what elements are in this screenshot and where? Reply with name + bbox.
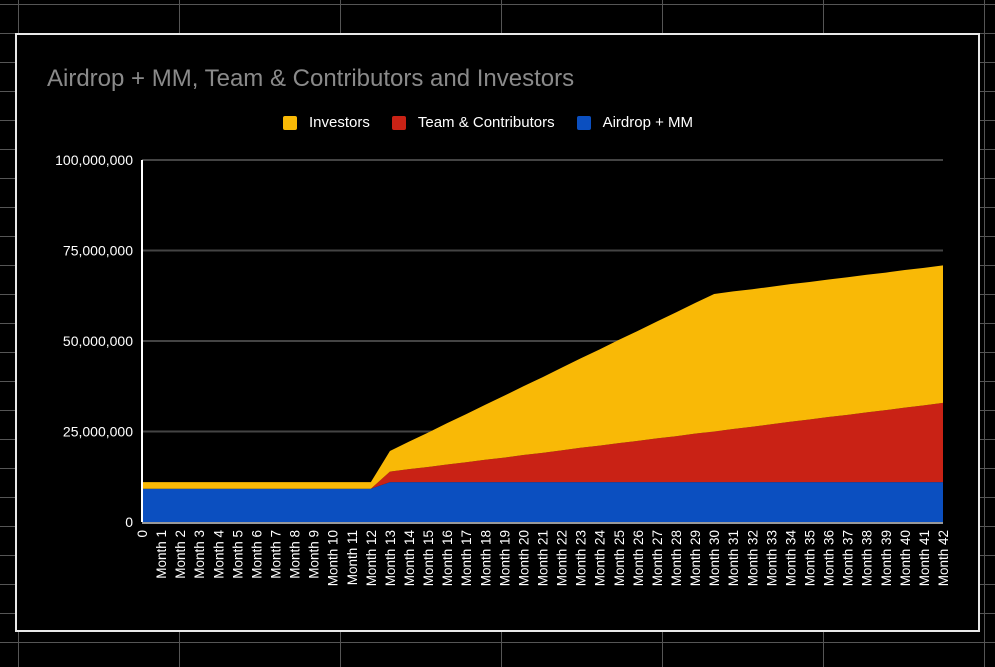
- y-tick-label: 25,000,000: [63, 424, 133, 440]
- x-tick-label: Month 31: [726, 530, 741, 586]
- legend-swatch-airdrop: [576, 115, 591, 130]
- x-tick-label: Month 32: [745, 530, 760, 586]
- x-tick-label: Month 38: [860, 530, 875, 586]
- x-tick-label: Month 37: [841, 530, 856, 586]
- x-tick-label: Month 11: [345, 530, 360, 585]
- legend: Investors Team & Contributors Airdrop + …: [283, 114, 715, 131]
- x-tick-label: Month 40: [898, 530, 913, 586]
- legend-label-airdrop: Airdrop + MM: [602, 114, 694, 131]
- x-tick-label: Month 21: [536, 530, 551, 586]
- y-tick-label: 100,000,000: [55, 152, 133, 168]
- x-tick-label: Month 17: [459, 530, 474, 586]
- x-tick-label: Month 7: [269, 530, 284, 579]
- x-tick-label: Month 33: [764, 530, 779, 586]
- x-tick-label: Month 14: [402, 530, 417, 587]
- x-tick-label: Month 8: [288, 530, 303, 579]
- y-tick-label: 75,000,000: [63, 243, 133, 259]
- x-tick-label: Month 3: [192, 530, 207, 579]
- x-tick-label: Month 42: [936, 530, 951, 586]
- x-tick-label: Month 19: [497, 530, 512, 586]
- x-tick-label: Month 15: [421, 530, 436, 586]
- chart-title: Airdrop + MM, Team & Contributors and In…: [47, 65, 575, 92]
- x-tick-label: Month 34: [783, 530, 798, 587]
- x-tick-label: Month 39: [879, 530, 894, 586]
- x-tick-label: Month 22: [555, 530, 570, 586]
- x-tick-label: 0: [135, 530, 150, 538]
- legend-item-team[interactable]: Team & Contributors: [391, 114, 555, 131]
- y-tick-label: 0: [125, 514, 133, 530]
- x-tick-label: Month 6: [249, 530, 264, 579]
- area-airdrop-mm: [142, 482, 943, 522]
- x-tick-label: Month 23: [574, 530, 589, 586]
- x-tick-label: Month 5: [230, 530, 245, 579]
- x-tick-label: Month 12: [364, 530, 379, 586]
- x-tick-label: Month 18: [478, 530, 493, 586]
- y-tick-label: 50,000,000: [63, 333, 133, 349]
- legend-item-investors[interactable]: Investors: [283, 114, 370, 131]
- x-tick-label: Month 26: [631, 530, 646, 586]
- x-tick-label: Month 9: [307, 530, 322, 579]
- area-team-contributors: [142, 402, 943, 489]
- x-tick-label: Month 35: [803, 530, 818, 586]
- x-tick-label: Month 20: [516, 530, 531, 586]
- legend-swatch-investors: [283, 115, 297, 130]
- legend-swatch-team: [391, 115, 406, 130]
- x-tick-label: Month 30: [707, 530, 722, 586]
- x-tick-label: Month 16: [440, 530, 455, 586]
- x-tick-label: Month 1: [154, 530, 169, 579]
- x-tick-label: Month 4: [211, 530, 226, 579]
- x-tick-label: Month 24: [593, 530, 608, 587]
- legend-item-airdrop[interactable]: Airdrop + MM: [576, 114, 694, 131]
- x-tick-label: Month 2: [173, 530, 188, 579]
- area-investors: [142, 265, 943, 489]
- x-tick-label: Month 36: [822, 530, 837, 586]
- x-tick-label: Month 27: [650, 530, 665, 586]
- x-tick-label: Month 28: [669, 530, 684, 586]
- legend-label-team: Team & Contributors: [417, 114, 555, 131]
- legend-label-investors: Investors: [309, 114, 370, 131]
- x-tick-label: Month 25: [612, 530, 627, 586]
- x-tick-label: Month 29: [688, 530, 703, 586]
- x-tick-label: Month 13: [383, 530, 398, 586]
- x-tick-label: Month 41: [917, 530, 932, 586]
- x-tick-label: Month 10: [326, 530, 341, 586]
